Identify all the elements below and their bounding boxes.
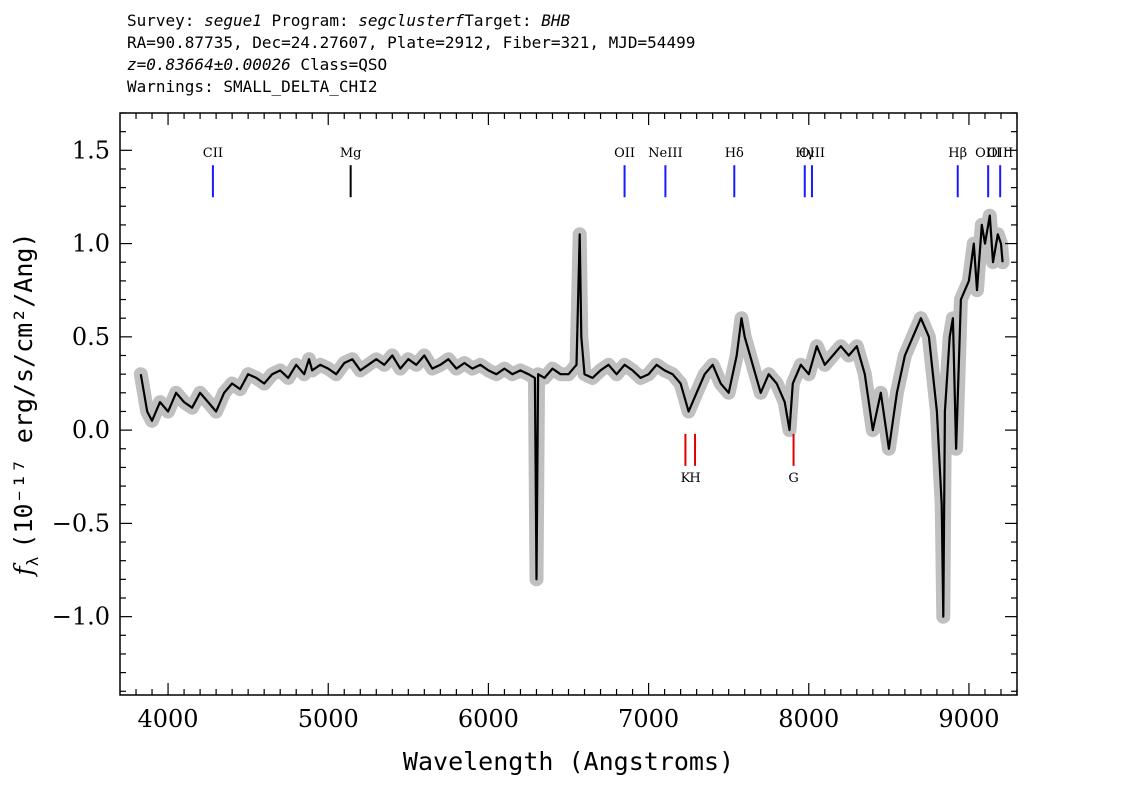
- y-axis-symbol: f: [9, 562, 38, 577]
- survey-label: Survey:: [127, 11, 195, 30]
- line-label-1: Mg: [340, 146, 362, 161]
- header-line-redshift: z=0.83664±0.00026 Class=QSO: [127, 54, 695, 76]
- line-label-4: Hδ: [725, 146, 744, 161]
- y-tick-label: 0.5: [72, 323, 110, 351]
- class-value: Class=QSO: [300, 55, 388, 74]
- line-label-0: CII: [203, 146, 223, 161]
- spectrum-layer: [139, 214, 1004, 618]
- header-line-warnings: Warnings: SMALL_DELTA_CHI2: [127, 77, 378, 96]
- y-axis-title: fλ (10⁻¹⁷ erg/s/cm²/Ang): [9, 233, 42, 578]
- target-label: Target:: [464, 11, 532, 30]
- axis-ticks-layer: 4000 5000 6000 7000 8000 9000 −1.0 −0.5 0.0 0.5 1.…: [52, 112, 1018, 733]
- program-value: segclusterf: [358, 11, 465, 30]
- y-axis-symbol-sub: λ: [23, 556, 42, 566]
- redshift-value: z=0.83664±0.00026: [127, 55, 291, 74]
- line-label-8: OIII: [975, 146, 1001, 161]
- x-tick-label: 5000: [298, 705, 359, 733]
- spectrum-line: [139, 214, 1004, 618]
- x-tick-label: 6000: [458, 705, 519, 733]
- x-axis-title: Wavelength (Angstroms): [403, 747, 734, 776]
- error-band-layer: [133, 208, 1010, 624]
- line-label-5: Hγ: [795, 146, 814, 161]
- error-band: [133, 208, 1010, 624]
- program-label: Program:: [271, 11, 349, 30]
- survey-value: segue1: [204, 11, 262, 30]
- target-value: BHB: [541, 11, 571, 30]
- line-label-9: OIII: [987, 146, 1013, 161]
- y-tick-label: −0.5: [52, 509, 110, 537]
- line-label-12: G: [788, 471, 798, 486]
- x-tick-label: 8000: [778, 705, 839, 733]
- line-label-6: OIII: [799, 146, 825, 161]
- y-tick-label: 1.0: [72, 230, 110, 258]
- x-tick-label: 7000: [618, 705, 679, 733]
- x-tick-label: 9000: [938, 705, 999, 733]
- line-label-7: Hβ: [948, 146, 967, 161]
- x-tick-label: 4000: [138, 705, 199, 733]
- spectrum-header: Survey: segue1 Program: segclusterfTarge…: [127, 10, 695, 98]
- line-label-3: NeIII: [648, 146, 682, 161]
- y-axis-units: (10⁻¹⁷ erg/s/cm²/Ang): [9, 233, 38, 549]
- header-line-coords: RA=90.87735, Dec=24.27607, Plate=2912, F…: [127, 33, 696, 52]
- y-tick-label: −1.0: [52, 603, 110, 631]
- line-label-2: OII: [614, 146, 635, 161]
- y-tick-label: 0.0: [72, 416, 110, 444]
- line-label-11: H: [689, 471, 700, 486]
- header-line-survey: Survey: segue1 Program: segclusterfTarge…: [127, 10, 695, 32]
- line-label-10: K: [681, 471, 691, 486]
- y-tick-label: 1.5: [72, 136, 110, 164]
